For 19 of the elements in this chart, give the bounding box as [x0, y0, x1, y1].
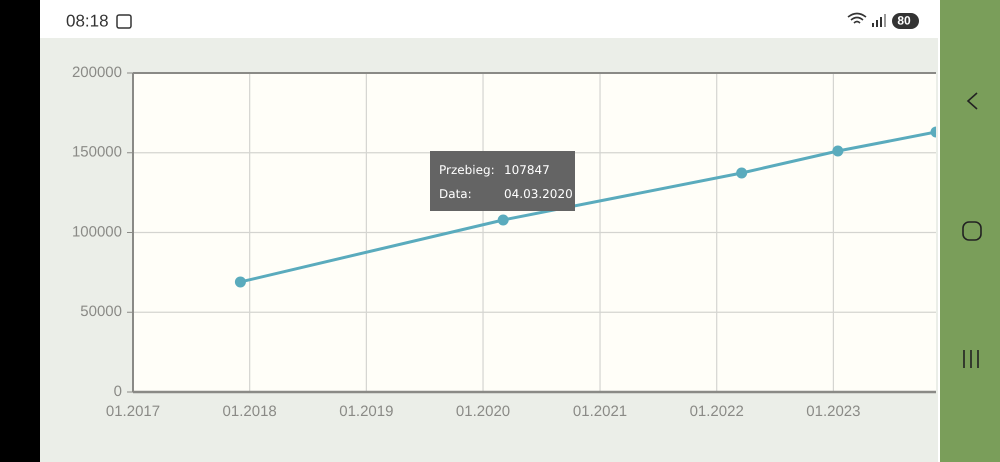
y-tick-label: 100000	[72, 223, 122, 240]
y-tick-label: 150000	[72, 144, 122, 161]
x-tick-label: 01.2017	[106, 402, 160, 420]
y-tick-label: 50000	[80, 303, 122, 320]
text: 08:18	[66, 11, 109, 30]
annotation: Przebieg: 107847	[439, 163, 550, 178]
x-tick-label: 01.2018	[222, 402, 277, 420]
x-tick-label: 01.2019	[339, 402, 394, 420]
x-tick-label: 01.2020	[456, 402, 510, 420]
x-tick-label: 01.2022	[690, 402, 744, 420]
x-tick-label: 01.2021	[572, 402, 628, 420]
x-tick-label: 01.2023	[806, 402, 861, 420]
point	[498, 214, 509, 226]
point	[736, 168, 748, 179]
point	[234, 276, 246, 288]
tooltip: Przebieg: 107847 Data: 04.03.2020	[430, 151, 575, 211]
y-tick-label: 0	[114, 382, 122, 400]
y-tick-label: 200000	[72, 64, 122, 81]
point	[832, 145, 844, 156]
